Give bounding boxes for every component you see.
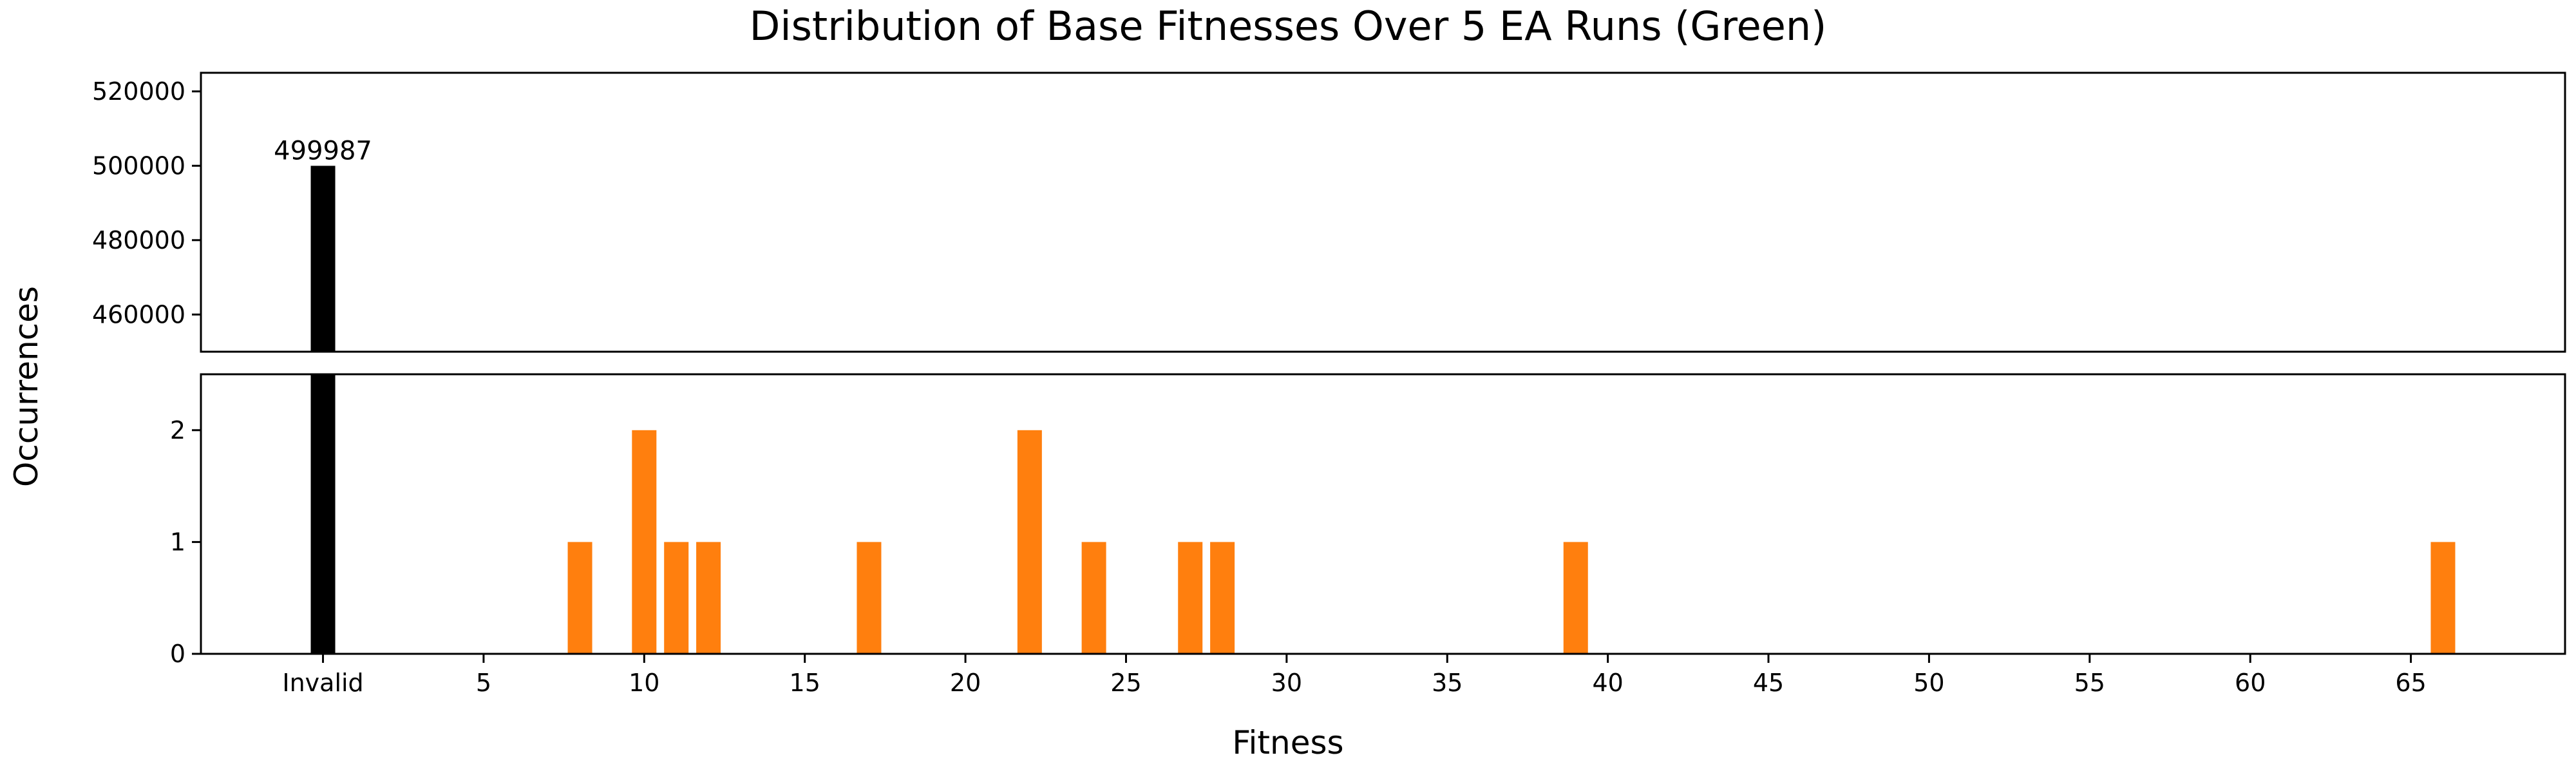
- upper-panel-frame: [200, 72, 2566, 353]
- bar-lower: [632, 430, 657, 654]
- y-tick-label: 2: [170, 416, 185, 444]
- bar-lower: [696, 542, 721, 654]
- x-tick-label: 20: [950, 669, 981, 697]
- lower-panel-frame: [200, 373, 2566, 655]
- x-tick-label: 45: [1753, 669, 1784, 697]
- bar-lower: [310, 374, 336, 654]
- x-tick-label: 10: [629, 669, 659, 697]
- x-tick-label: 50: [1913, 669, 1944, 697]
- bar-lower: [1017, 430, 1042, 654]
- bar-lower: [2430, 542, 2456, 654]
- x-tick-label: 60: [2235, 669, 2266, 697]
- upper-panel: 499987 460000 480000 500000 520000: [92, 72, 2566, 353]
- y-tick-label: 460000: [92, 300, 185, 329]
- bar-lower: [1210, 542, 1235, 654]
- bar-lower: [1081, 542, 1106, 654]
- bar-lower: [857, 542, 882, 654]
- y-tick-label: 1: [170, 528, 185, 556]
- y-tick-label: 520000: [92, 77, 185, 106]
- bar-upper: [310, 166, 336, 352]
- upper-bars: [310, 166, 336, 352]
- x-tick-label: 65: [2395, 669, 2426, 697]
- lower-panel: 0 1 2: [170, 373, 2566, 668]
- lower-bars: [310, 374, 2456, 654]
- bar-lower: [1563, 542, 1588, 654]
- x-tick-label: 55: [2074, 669, 2105, 697]
- x-tick-label: 25: [1110, 669, 1141, 697]
- x-tick-label: 15: [790, 669, 820, 697]
- bar-lower: [1178, 542, 1203, 654]
- x-tick-label: 40: [1592, 669, 1623, 697]
- x-tick-label: 30: [1271, 669, 1302, 697]
- y-tick-label: 480000: [92, 226, 185, 254]
- x-tick-label: 5: [476, 669, 491, 697]
- chart-title: Distribution of Base Fitnesses Over 5 EA…: [750, 3, 1827, 50]
- y-tick-label: 500000: [92, 151, 185, 180]
- y-tick-label: 0: [170, 640, 185, 668]
- x-axis-label: Fitness: [1232, 724, 1343, 761]
- x-axis: Invalid 5 10 15 20 25 30 35 40 45 50 55 60 65: [282, 654, 2427, 697]
- x-tick-label: Invalid: [282, 669, 363, 697]
- x-tick-label: 35: [1432, 669, 1463, 697]
- bar-value-label: 499987: [274, 136, 372, 166]
- bar-lower: [664, 542, 689, 654]
- bar-lower: [567, 542, 592, 654]
- y-axis-label: Occurrences: [8, 286, 45, 487]
